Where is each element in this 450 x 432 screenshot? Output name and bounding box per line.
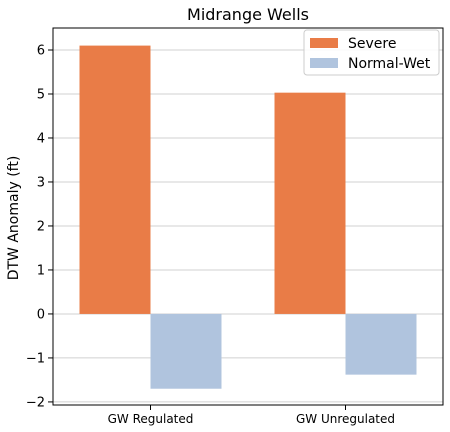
bar-severe-2 (274, 92, 346, 314)
y-tick-label: 5 (37, 87, 45, 102)
y-axis: −2 −1 0 1 2 3 4 5 6 (26, 43, 53, 410)
y-axis-label: DTW Anomaly (ft) (6, 156, 22, 281)
y-tick-label: −2 (26, 395, 45, 410)
chart-title: Midrange Wells (187, 5, 309, 24)
x-tick-label: GW Regulated (108, 412, 194, 426)
legend-label: Severe (348, 36, 396, 52)
y-tick-label: 3 (37, 175, 45, 190)
plot-area-frame (52, 27, 444, 406)
x-tick-label: GW Unregulated (296, 412, 395, 426)
legend-swatch (310, 38, 338, 48)
x-axis: GW Regulated GW Unregulated (108, 405, 395, 426)
y-tick-label: 4 (37, 131, 45, 146)
y-tick-label: 1 (37, 263, 45, 278)
bar-severe-1 (79, 45, 151, 314)
legend-label: Normal-Wet (348, 56, 431, 72)
y-tick-label: −1 (26, 351, 45, 366)
bar-normal-wet-1 (150, 313, 222, 389)
y-tick-label: 6 (37, 43, 45, 58)
y-tick-label: 0 (37, 307, 45, 322)
y-tick-label: 2 (37, 219, 45, 234)
legend-swatch (310, 58, 338, 68)
bar-normal-wet-2 (345, 313, 417, 375)
legend: Severe Normal-Wet (303, 29, 440, 76)
bars (79, 45, 417, 389)
